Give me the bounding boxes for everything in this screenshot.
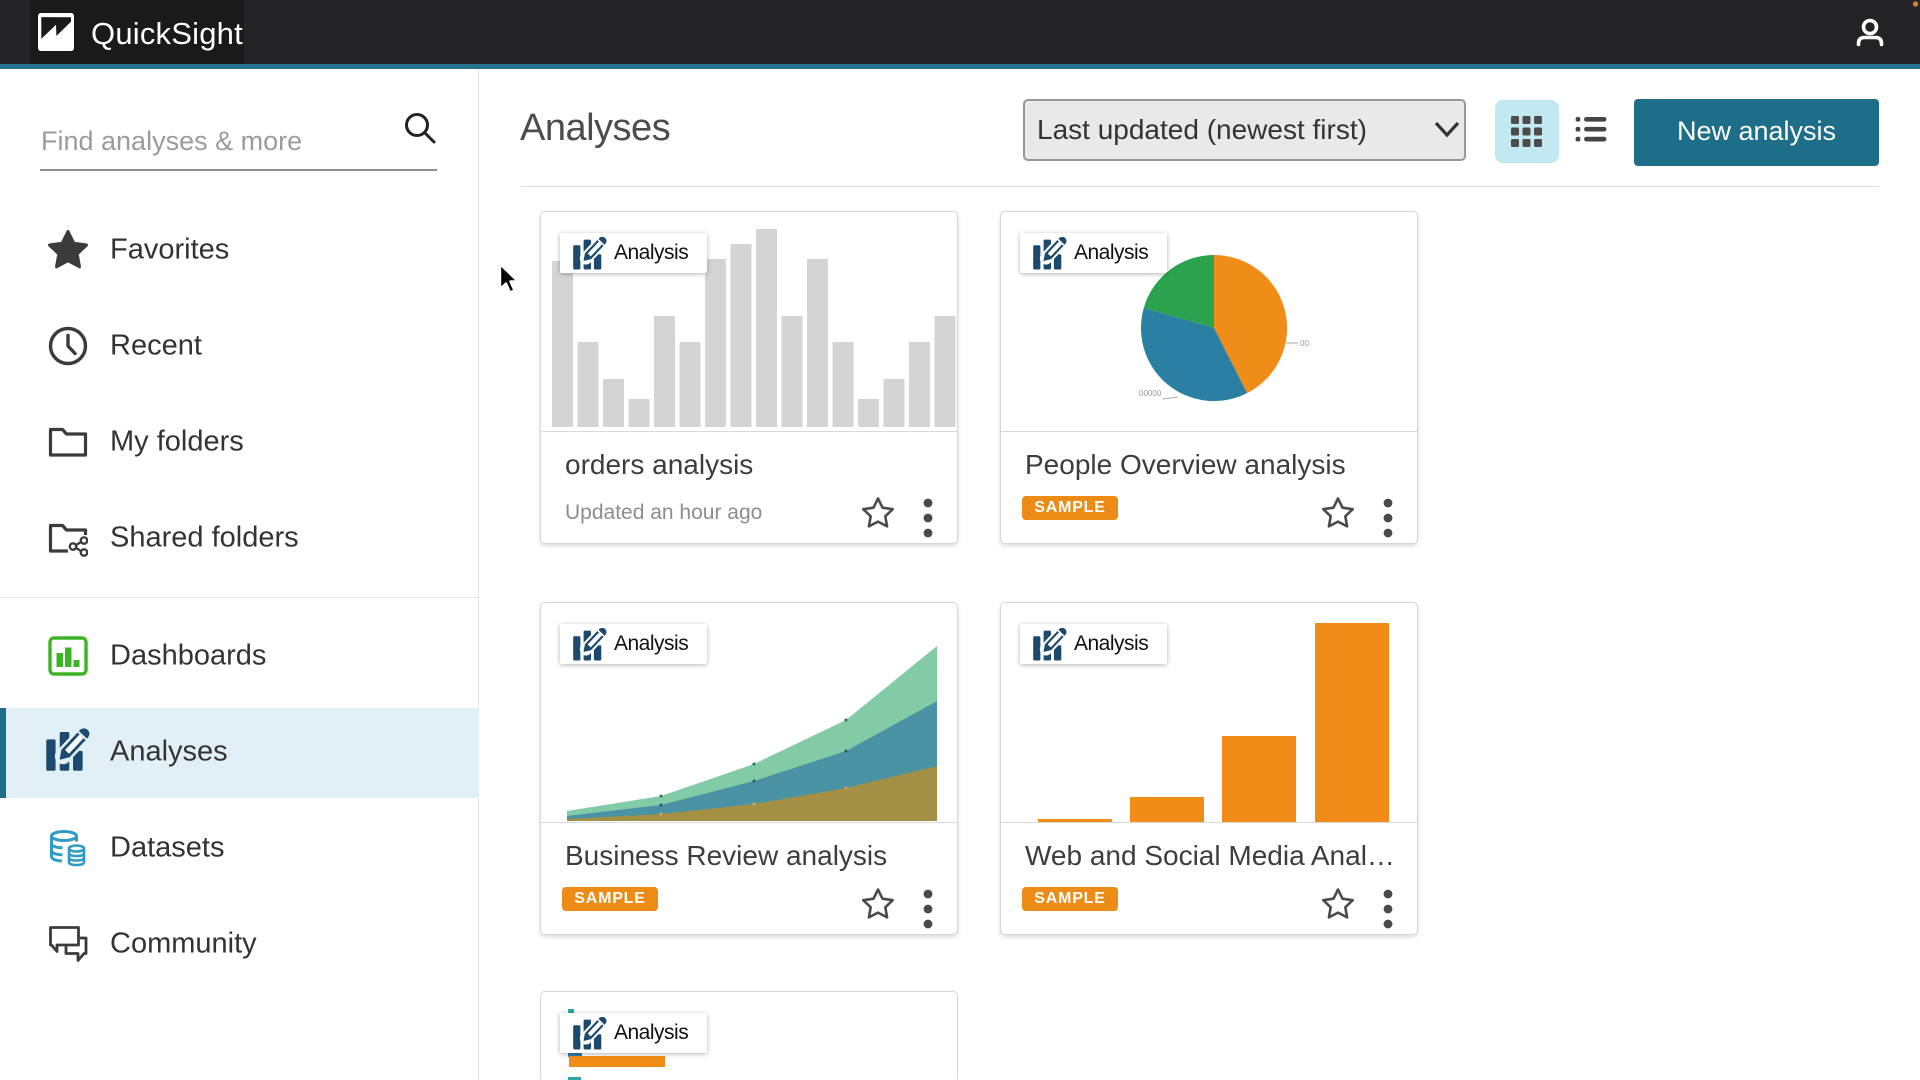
svg-text:00: 00: [1300, 339, 1309, 348]
svg-text:00000: 00000: [1139, 389, 1162, 398]
